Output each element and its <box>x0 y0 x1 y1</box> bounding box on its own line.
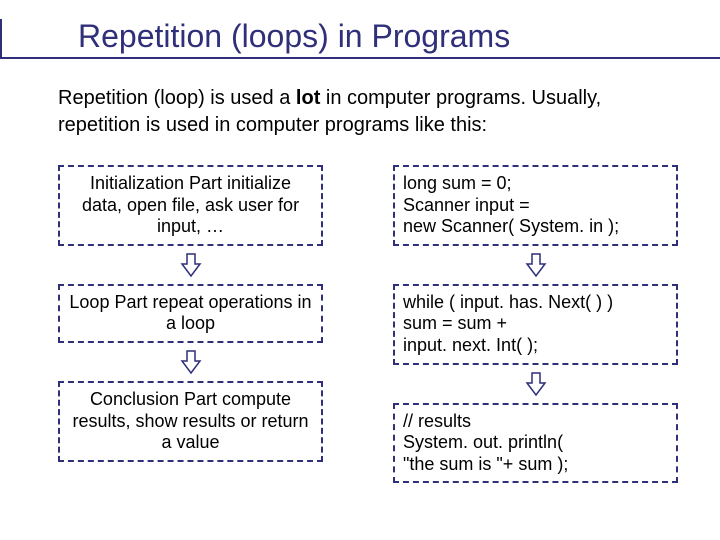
title-container: Repetition (loops) in Programs <box>78 18 680 57</box>
content-grid: Initialization Part initialize data, ope… <box>58 165 680 483</box>
slide-title: Repetition (loops) in Programs <box>78 18 680 57</box>
left-box-init: Initialization Part initialize data, ope… <box>58 165 323 246</box>
title-underline <box>0 57 720 59</box>
left-column: Initialization Part initialize data, ope… <box>58 165 323 483</box>
arrow-down-icon <box>525 252 547 278</box>
right-box-conclusion: // results System. out. println( "the su… <box>393 403 678 484</box>
left-box-loop: Loop Part repeat operations in a loop <box>58 284 323 343</box>
arrow-down-icon <box>180 349 202 375</box>
intro-text: Repetition (loop) is used a lot in compu… <box>58 85 680 139</box>
left-box-conclusion: Conclusion Part compute results, show re… <box>58 381 323 462</box>
slide: Repetition (loops) in Programs Repetitio… <box>0 0 720 503</box>
title-left-tick <box>0 19 2 59</box>
right-column: long sum = 0; Scanner input = new Scanne… <box>393 165 678 483</box>
arrow-down-icon <box>180 252 202 278</box>
arrow-down-icon <box>525 371 547 397</box>
right-box-init: long sum = 0; Scanner input = new Scanne… <box>393 165 678 246</box>
right-box-loop: while ( input. has. Next( ) ) sum = sum … <box>393 284 678 365</box>
